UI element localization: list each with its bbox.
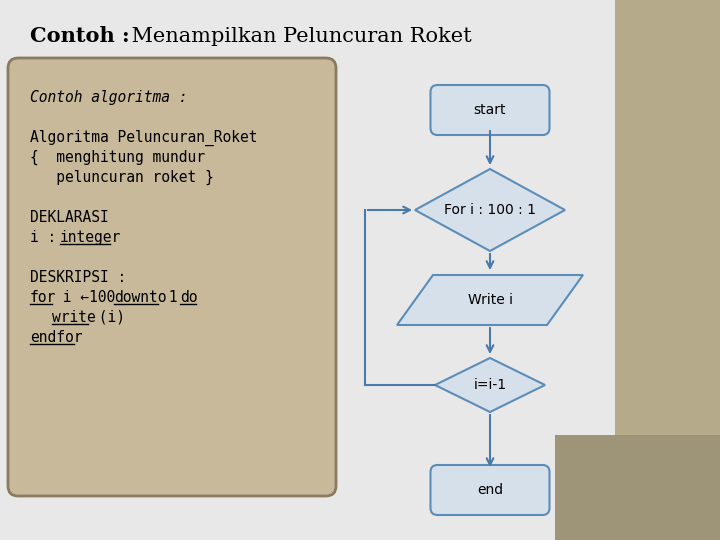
Text: i ←100: i ←100 [54, 290, 124, 305]
Text: DEKLARASI: DEKLARASI [30, 210, 109, 225]
Text: For i : 100 : 1: For i : 100 : 1 [444, 203, 536, 217]
Text: downto: downto [114, 290, 166, 305]
Text: integer: integer [60, 230, 121, 245]
Text: Contoh :: Contoh : [30, 26, 130, 46]
Polygon shape [615, 0, 720, 540]
Text: i :: i : [30, 230, 65, 245]
Text: endfor: endfor [30, 330, 83, 345]
Text: 1: 1 [160, 290, 186, 305]
Text: {  menghitung mundur: { menghitung mundur [30, 150, 205, 165]
Text: (i): (i) [90, 310, 125, 325]
Text: end: end [477, 483, 503, 497]
Text: DESKRIPSI :: DESKRIPSI : [30, 270, 126, 285]
Text: write: write [52, 310, 96, 325]
Text: start: start [474, 103, 506, 117]
Text: peluncuran roket }: peluncuran roket } [30, 170, 214, 185]
Text: Contoh algoritma :: Contoh algoritma : [30, 90, 187, 105]
FancyBboxPatch shape [431, 465, 549, 515]
Polygon shape [435, 358, 545, 412]
Polygon shape [415, 169, 565, 251]
Text: Menampilkan Peluncuran Roket: Menampilkan Peluncuran Roket [125, 26, 472, 45]
FancyBboxPatch shape [431, 85, 549, 135]
Polygon shape [555, 435, 720, 540]
Text: do: do [180, 290, 197, 305]
Text: i=i-1: i=i-1 [474, 378, 507, 392]
Text: Write i: Write i [467, 293, 513, 307]
Text: for: for [30, 290, 56, 305]
Text: Algoritma Peluncuran_Roket: Algoritma Peluncuran_Roket [30, 130, 258, 146]
Polygon shape [397, 275, 583, 325]
FancyBboxPatch shape [8, 58, 336, 496]
